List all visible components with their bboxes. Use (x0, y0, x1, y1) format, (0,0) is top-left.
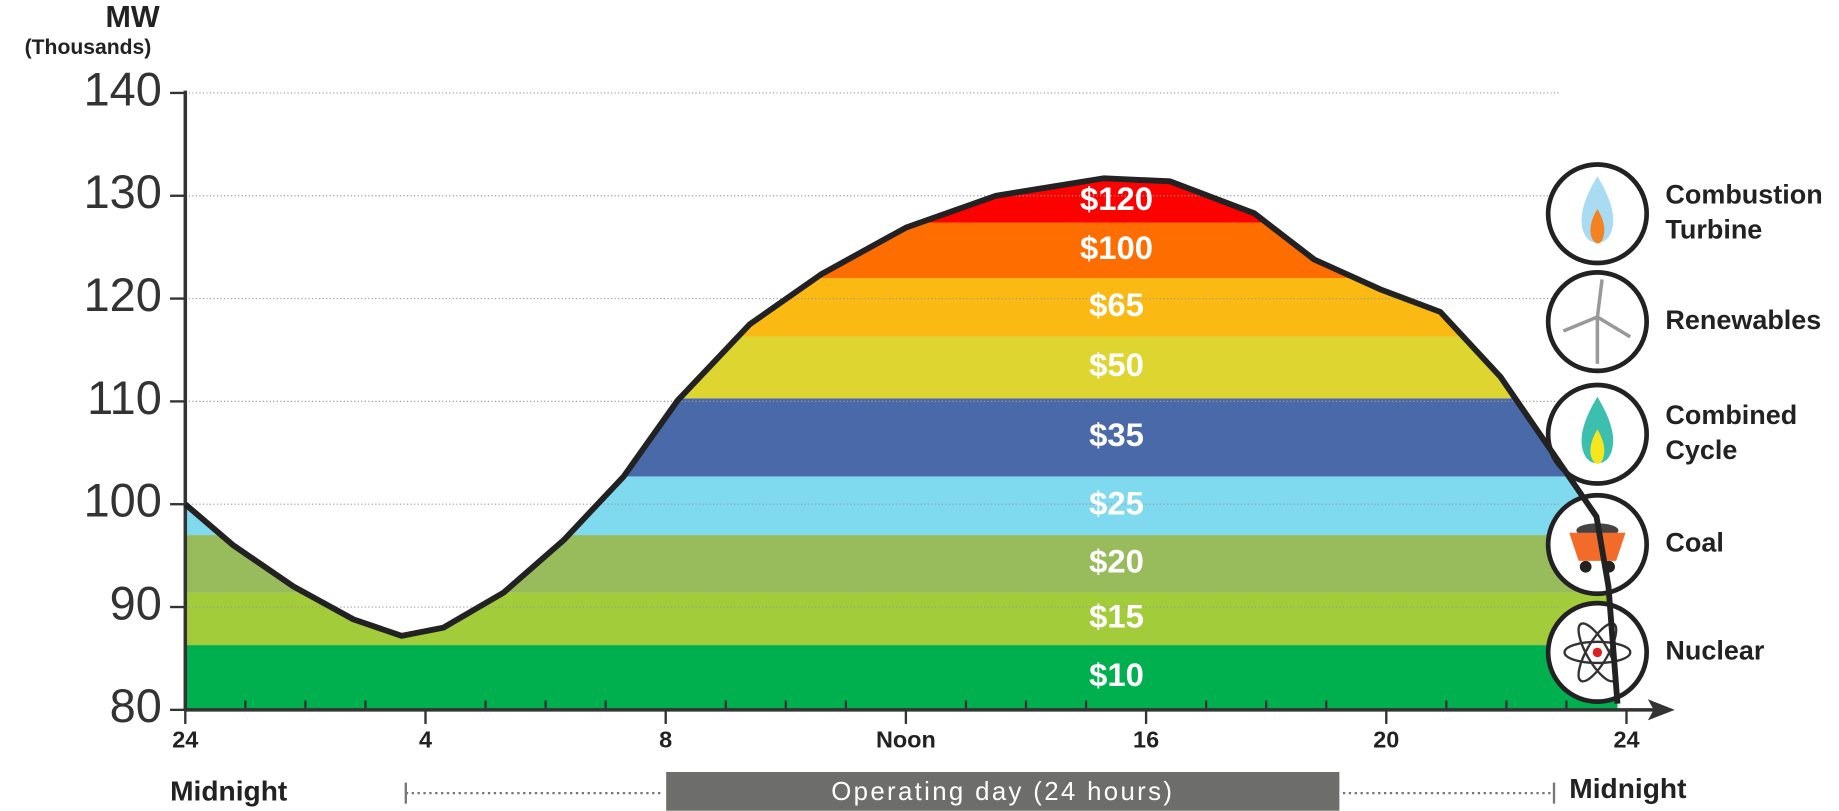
band-label: $50 (1089, 346, 1144, 383)
legend-label: Renewables (1665, 305, 1821, 335)
band-label: $120 (1080, 180, 1153, 217)
price-band (185, 178, 1618, 223)
y-tick-label: 120 (84, 269, 162, 321)
y-axis-label: MW (105, 0, 159, 34)
y-tick-label: 110 (87, 372, 162, 424)
x-tick-label: 24 (172, 727, 198, 753)
band-label: $15 (1089, 598, 1144, 635)
y-tick-label: 90 (110, 577, 162, 629)
y-tick-label: 80 (110, 680, 162, 732)
x-tick-label: 8 (659, 727, 672, 753)
load-curve (183, 175, 1621, 704)
footer-band (666, 772, 1340, 811)
y-axis-sublabel: (Thousands) (25, 36, 152, 59)
y-tick-label: 100 (84, 475, 162, 527)
price-band (185, 336, 1618, 399)
legend-label: Cycle (1665, 435, 1737, 465)
band-label: $25 (1089, 484, 1144, 521)
legend: Combustion Turbine Renewables Combined Cycle… (1665, 179, 1822, 665)
price-band (185, 645, 1618, 710)
band-label: $35 (1089, 416, 1144, 453)
legend-label: Turbine (1665, 214, 1762, 244)
legend-label: Combustion (1665, 179, 1822, 209)
x-axis-arrow (1647, 699, 1675, 721)
footer-right: Midnight (1569, 773, 1687, 804)
footer-center: Operating day (24 hours) (831, 778, 1174, 806)
band-label: $100 (1080, 229, 1153, 266)
x-tick-label: Noon (876, 727, 936, 753)
band-label: $20 (1089, 543, 1144, 580)
legend-label: Nuclear (1665, 636, 1764, 666)
price-band (185, 398, 1618, 477)
x-tick-label: 20 (1373, 727, 1399, 753)
axes: 80 90 100 110 120 130 140 (84, 63, 188, 732)
x-tick-label: 4 (419, 727, 432, 753)
y-tick-label: 140 (84, 63, 162, 115)
y-tick-label: 130 (84, 166, 162, 218)
band-label: $10 (1089, 656, 1144, 693)
legend-label: Combined (1665, 400, 1797, 430)
legend-label: Coal (1665, 528, 1723, 558)
x-tick-label: 16 (1133, 727, 1159, 753)
x-tick-label: 24 (1613, 727, 1639, 753)
price-band (185, 535, 1618, 593)
price-band (185, 222, 1618, 279)
legend-icons (1545, 162, 1650, 704)
price-band (185, 476, 1618, 536)
footer-left: Midnight (170, 776, 288, 807)
band-label: $65 (1089, 286, 1144, 323)
price-bands (185, 178, 1618, 710)
